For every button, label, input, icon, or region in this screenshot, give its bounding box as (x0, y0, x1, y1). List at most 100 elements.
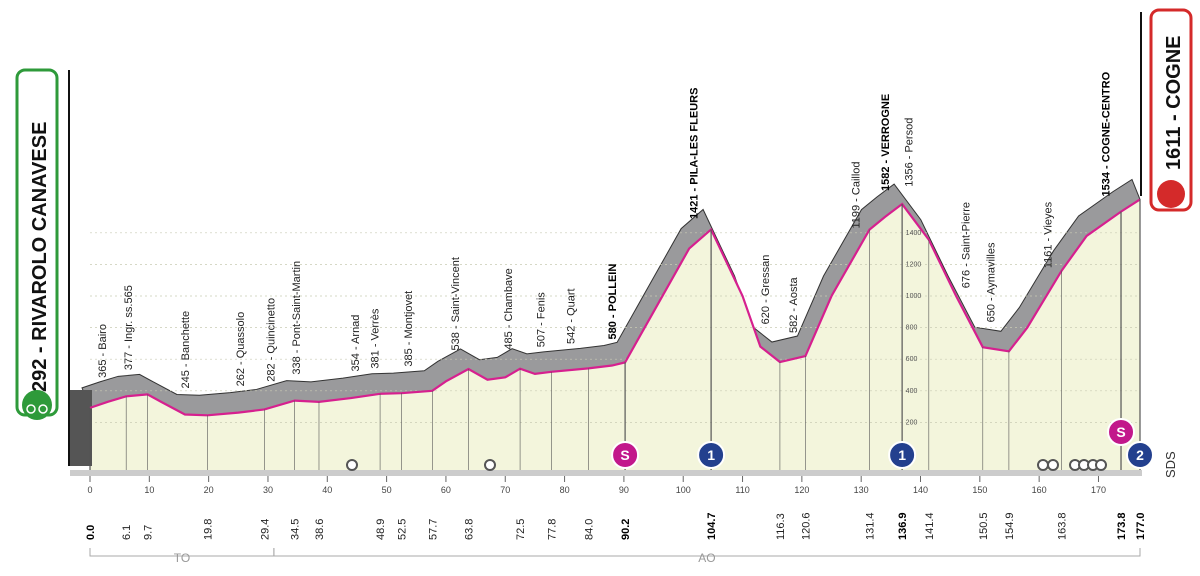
marker (1107, 418, 1136, 446)
tunnel-icon (1047, 459, 1059, 471)
place-label: 620 - Gressan (760, 255, 772, 325)
region-bracket (273, 548, 1141, 557)
sds-label: SDS (1163, 451, 1178, 478)
place-label: 385 - Montjovet (403, 291, 415, 367)
place-label: 1534 - COGNE-CENTRO (1101, 71, 1113, 196)
place-label: 282 - Quincinetto (265, 298, 277, 382)
x-tick-label: 160 (1032, 485, 1047, 495)
place-label: 1356 - Persod (904, 118, 916, 187)
profile-background: 200 400 600 800 1000 1200 1400 (81, 178, 1141, 470)
tunnel-icons (346, 459, 1107, 471)
x-tick-label: 90 (619, 485, 629, 495)
marker (1126, 441, 1154, 469)
x-tick-label: 120 (794, 485, 809, 495)
finish-icon (1157, 180, 1185, 208)
place-label: 582 - Aosta (788, 276, 800, 333)
km-label: 34.5 (290, 519, 302, 540)
tunnel-icon (346, 459, 358, 471)
marker (697, 441, 726, 469)
km-label: 57.7 (427, 519, 439, 540)
start-icon-wheel (26, 404, 36, 414)
start-label: 292 - RIVAROLO CANAVESE (29, 122, 51, 392)
place-label: 580 - POLLEIN (607, 264, 619, 340)
km-label: 90.2 (620, 519, 632, 540)
altitude-label: 1000 (906, 293, 922, 300)
km-label: 63.8 (463, 519, 475, 540)
km-label: 6.1 (121, 525, 133, 540)
km-label: 104.7 (706, 512, 718, 540)
km-label: 150.5 (978, 512, 990, 540)
x-tick-label: 150 (972, 485, 987, 495)
place-label: 1421 - PILA-LES FLEURS (688, 88, 700, 219)
km-label: 163.8 (1057, 512, 1069, 540)
place-label: 338 - Pont-Saint-Martin (291, 261, 303, 375)
place-label: 485 - Chambave (503, 268, 515, 349)
km-label: 72.5 (515, 519, 527, 540)
altitude-label: 600 (906, 356, 918, 363)
place-label: 676 - Saint-Pierre (961, 202, 973, 288)
base-strip (70, 470, 1142, 476)
km-label: 177.0 (1135, 512, 1147, 540)
start-block (68, 390, 92, 466)
x-tick-label: 60 (441, 485, 451, 495)
km-label: 9.7 (143, 525, 155, 540)
finish-box (1149, 8, 1193, 212)
x-tick-label: 50 (382, 485, 392, 495)
place-label: 542 - Quart (566, 288, 578, 344)
altitude-label: 1200 (906, 261, 922, 268)
marker-label: S (620, 447, 629, 463)
finish-label: 1611 - COGNE (1163, 35, 1185, 170)
region-label: TO (174, 551, 190, 565)
x-tick-label: 110 (735, 485, 749, 495)
place-label: 262 - Quassolo (235, 312, 247, 387)
marker-label: S (1116, 424, 1125, 440)
place-label: 354 - Arnad (350, 315, 362, 372)
tunnel-icon (1037, 459, 1049, 471)
x-tick-label: 130 (854, 485, 869, 495)
altitude-label: 800 (906, 325, 918, 332)
x-tick-label: 100 (676, 485, 691, 495)
x-tick-label: 30 (263, 485, 273, 495)
altitude-label: 400 (906, 388, 918, 395)
place-label: 381 - Verrès (370, 308, 382, 368)
km-label: 19.8 (202, 519, 214, 540)
place-label: 1199 - Caillod (850, 161, 862, 228)
marker (888, 441, 917, 469)
place-label: 365 - Bairo (97, 324, 109, 378)
x-tick-label: 40 (322, 485, 332, 495)
x-tick-label: 20 (204, 485, 214, 495)
marker (611, 441, 640, 469)
km-label: 154.9 (1004, 512, 1016, 540)
marker-label: 2 (1136, 447, 1144, 463)
place-label: 1161 - Vieyes (1042, 201, 1054, 268)
place-label: 1582 - VERROGNE (880, 94, 892, 191)
km-label: 38.6 (314, 519, 326, 540)
km-label: 141.4 (924, 512, 936, 540)
start-icon-wheel (38, 404, 48, 414)
x-tick-label: 70 (500, 485, 510, 495)
km-label: 77.8 (547, 519, 559, 540)
region-label: AO (698, 551, 715, 565)
place-label: 650 - Aymavilles (986, 242, 998, 322)
tunnel-icon (1095, 459, 1107, 471)
km-label: 0.0 (85, 525, 97, 540)
x-tick-label: 80 (560, 485, 570, 495)
marker-label: 1 (707, 447, 715, 463)
km-label: 173.8 (1116, 512, 1128, 540)
x-tick-label: 0 (87, 485, 92, 495)
altitude-label: 1400 (906, 230, 922, 237)
place-label: 538 - Saint-Vincent (450, 257, 462, 350)
km-label: 48.9 (375, 519, 387, 540)
km-label: 52.5 (396, 519, 408, 540)
place-label: 507 - Fenis (535, 292, 547, 348)
km-label: 131.4 (864, 512, 876, 540)
start-icon (22, 390, 52, 420)
altitude-label: 200 (906, 419, 918, 426)
place-label: 377 - Ingr. ss.565 (123, 285, 135, 370)
km-label: 120.6 (800, 512, 812, 540)
x-tick-label: 10 (144, 485, 154, 495)
place-label: 245 - Banchette (180, 311, 192, 389)
profile-area (90, 199, 1140, 470)
marker-label: 1 (898, 447, 906, 463)
